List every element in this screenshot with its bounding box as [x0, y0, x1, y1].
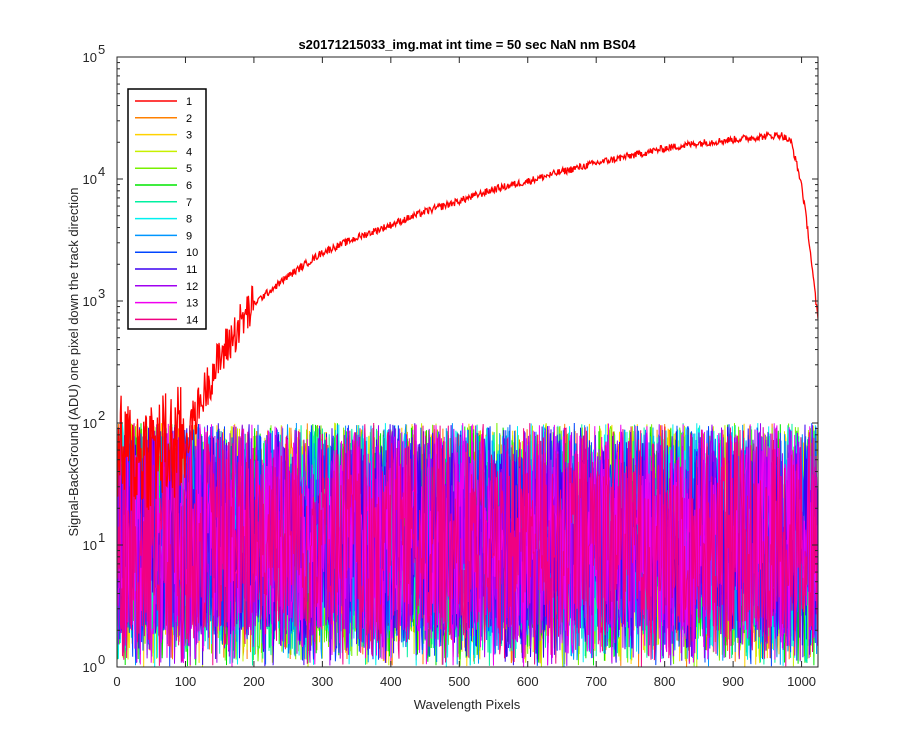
- y-tick-exponent: 4: [98, 164, 105, 179]
- legend-label-7: 7: [186, 197, 192, 209]
- legend-label-2: 2: [186, 113, 192, 125]
- x-tick-label: 200: [243, 674, 265, 689]
- y-tick-label: 10: [83, 660, 97, 675]
- series-line-13: [117, 423, 818, 667]
- legend-label-12: 12: [186, 281, 198, 293]
- x-axis-label: Wavelength Pixels: [414, 697, 521, 712]
- x-tick-label: 0: [113, 674, 120, 689]
- y-tick-label: 10: [83, 538, 97, 553]
- legend-label-10: 10: [186, 247, 198, 259]
- series-line-1: [117, 130, 818, 511]
- x-tick-label: 900: [722, 674, 744, 689]
- chart-title: s20171215033_img.mat int time = 50 sec N…: [298, 37, 636, 52]
- y-tick-exponent: 2: [98, 408, 105, 423]
- tick-layer: 0 100 200 300 400 500 600 700 800 900 100010010110…: [83, 42, 818, 689]
- legend-label-5: 5: [186, 163, 192, 175]
- y-axis-label: Signal-BackGround (ADU) one pixel down t…: [66, 187, 81, 536]
- y-tick-label: 10: [83, 294, 97, 309]
- legend-label-11: 11: [186, 264, 197, 276]
- plot-area: 0 100 200 300 400 500 600 700 800 900 100010010110…: [83, 42, 819, 689]
- legend-label-9: 9: [186, 230, 192, 242]
- series-layer: [117, 130, 818, 667]
- series-line-14: [117, 422, 818, 667]
- y-tick-exponent: 3: [98, 286, 105, 301]
- legend-label-3: 3: [186, 130, 192, 142]
- legend-box: [127, 88, 207, 330]
- y-tick-label: 10: [83, 172, 97, 187]
- legend-label-4: 4: [186, 146, 192, 158]
- legend-label-13: 13: [186, 298, 198, 310]
- legend-label-1: 1: [186, 96, 192, 108]
- y-tick-label: 10: [83, 416, 97, 431]
- x-tick-label: 600: [517, 674, 539, 689]
- y-tick-label: 10: [83, 50, 97, 65]
- x-tick-label: 300: [312, 674, 334, 689]
- y-tick-exponent: 5: [98, 42, 105, 57]
- x-tick-label: 800: [654, 674, 676, 689]
- legend-label-6: 6: [186, 180, 192, 192]
- legend-label-14: 14: [186, 314, 198, 326]
- x-tick-label: 100: [175, 674, 197, 689]
- x-tick-label: 700: [585, 674, 607, 689]
- legend-label-8: 8: [186, 214, 192, 226]
- axes-box: [116, 56, 819, 668]
- y-tick-exponent: 1: [98, 530, 105, 545]
- x-tick-label: 400: [380, 674, 402, 689]
- x-tick-label: 1000: [787, 674, 816, 689]
- y-tick-exponent: 0: [98, 652, 105, 667]
- x-tick-label: 500: [448, 674, 470, 689]
